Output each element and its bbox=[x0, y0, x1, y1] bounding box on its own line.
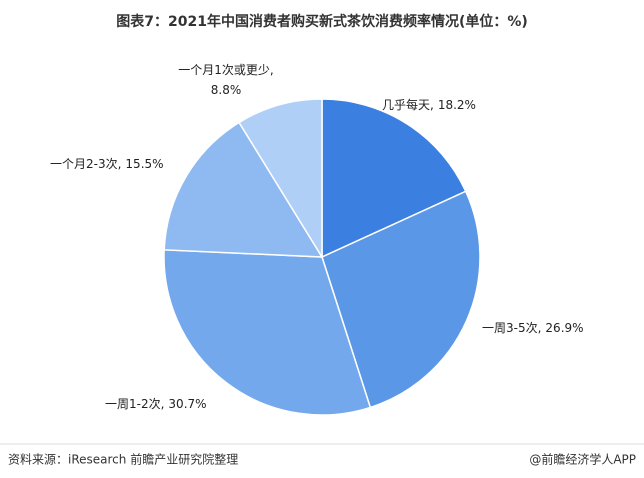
value-label: 26.9% bbox=[545, 321, 583, 335]
data-label: 一个月2-3次, 15.5% bbox=[50, 157, 164, 171]
data-label: 几乎每天, 18.2% bbox=[382, 97, 476, 112]
pie-slice bbox=[238, 98, 323, 260]
chart-title: 图表7：2021年中国消费者购买新式茶饮消费频率情况(单位：%) bbox=[116, 13, 528, 30]
value-label: 15.5% bbox=[125, 157, 163, 171]
category-label: 一周3-5次, bbox=[482, 321, 541, 335]
value-label: 30.7% bbox=[168, 397, 206, 411]
value-label: 8.8% bbox=[211, 83, 242, 97]
pie-slice bbox=[321, 190, 481, 409]
pie-slice bbox=[163, 121, 324, 258]
data-label: 一周1-2次, 30.7% bbox=[105, 397, 207, 411]
value-label: 18.2% bbox=[438, 98, 476, 112]
source: 资料来源：iResearch 前瞻产业研究院整理 bbox=[8, 452, 238, 467]
category-label: 一周1-2次, bbox=[105, 397, 164, 411]
data-label: 一周3-5次, 26.9% bbox=[482, 321, 584, 335]
credit: @前瞻经济学人APP bbox=[529, 452, 636, 467]
pie-slice bbox=[321, 98, 467, 259]
data-label: 一个月1次或更少, 8.8% bbox=[178, 63, 273, 97]
pie-slice bbox=[163, 249, 372, 416]
category-label: 一个月1次或更少, bbox=[178, 63, 273, 77]
category-label: 几乎每天, bbox=[382, 97, 434, 112]
category-label: 一个月2-3次, bbox=[50, 157, 121, 171]
